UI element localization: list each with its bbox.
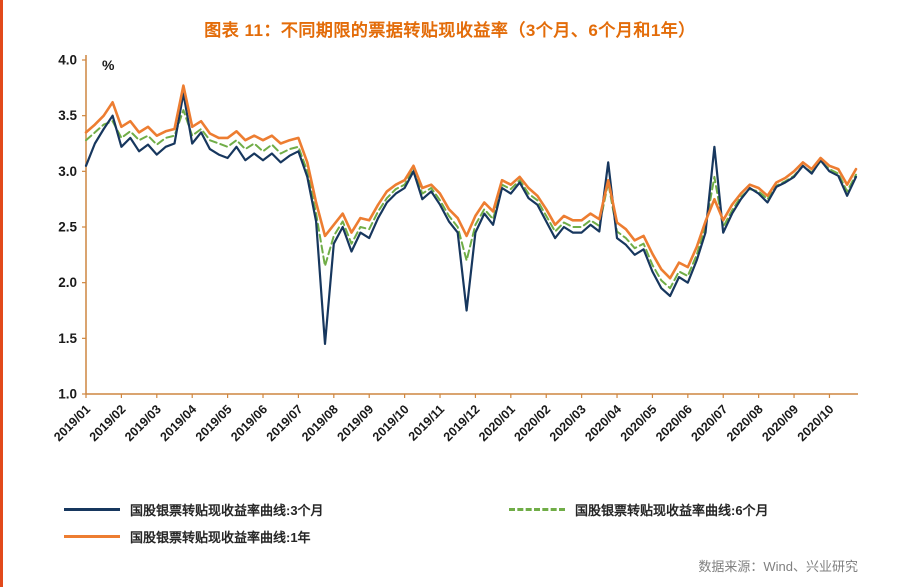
- legend-swatch-1y-line: [64, 535, 120, 538]
- svg-text:2020/07: 2020/07: [689, 402, 731, 444]
- svg-text:2019/09: 2019/09: [334, 402, 376, 444]
- svg-text:2020/04: 2020/04: [582, 402, 624, 444]
- legend-item-3m: 国股银票转贴现收益率曲线:3个月: [64, 500, 509, 519]
- legend-label-1y: 国股银票转贴现收益率曲线:1年: [130, 530, 311, 545]
- line-chart: 1.01.52.02.53.03.54.0 %2019/012019/022019…: [51, 53, 858, 444]
- svg-text:%: %: [102, 57, 115, 73]
- svg-text:2020/09: 2020/09: [759, 402, 801, 444]
- legend-item-6m: 国股银票转贴现收益率曲线:6个月: [509, 500, 900, 519]
- left-accent-bar: [0, 0, 3, 587]
- svg-text:2020/03: 2020/03: [547, 402, 589, 444]
- svg-text:2019/03: 2019/03: [122, 402, 164, 444]
- svg-text:2019/02: 2019/02: [87, 402, 129, 444]
- svg-text:2020/02: 2020/02: [511, 402, 553, 444]
- svg-text:2019/11: 2019/11: [406, 402, 447, 443]
- svg-text:2019/01: 2019/01: [51, 402, 93, 444]
- svg-text:2020/05: 2020/05: [618, 402, 660, 444]
- svg-text:2020/08: 2020/08: [724, 402, 766, 444]
- svg-text:4.0: 4.0: [58, 53, 77, 68]
- legend-item-1y: 国股银票转贴现收益率曲线:1年: [64, 527, 509, 546]
- svg-text:2.0: 2.0: [58, 275, 77, 290]
- svg-text:2.5: 2.5: [58, 220, 77, 235]
- svg-text:2019/05: 2019/05: [193, 402, 235, 444]
- svg-text:2019/07: 2019/07: [264, 402, 306, 444]
- chart-title: 图表 11：不同期限的票据转贴现收益率（3个月、6个月和1年）: [204, 21, 696, 40]
- legend-label-6m: 国股银票转贴现收益率曲线:6个月: [575, 503, 769, 518]
- svg-text:3.5: 3.5: [58, 108, 77, 123]
- svg-text:2019/06: 2019/06: [228, 402, 270, 444]
- legend-swatch-6m-dashed-line: [509, 508, 565, 511]
- legend: 国股银票转贴现收益率曲线:3个月 国股银票转贴现收益率曲线:6个月 国股银票转贴…: [0, 500, 900, 546]
- svg-text:2020/06: 2020/06: [653, 402, 695, 444]
- svg-text:2019/10: 2019/10: [370, 402, 412, 444]
- legend-swatch-3m-line: [64, 508, 120, 511]
- svg-text:1.0: 1.0: [58, 387, 77, 402]
- legend-label-3m: 国股银票转贴现收益率曲线:3个月: [130, 503, 324, 518]
- svg-text:1.5: 1.5: [58, 331, 77, 346]
- svg-text:2019/12: 2019/12: [441, 402, 483, 444]
- svg-text:2020/01: 2020/01: [476, 402, 518, 444]
- svg-text:2020/10: 2020/10: [795, 402, 837, 444]
- data-source: 数据来源：Wind、兴业研究: [698, 559, 858, 574]
- svg-text:3.0: 3.0: [58, 164, 77, 179]
- svg-text:2019/04: 2019/04: [157, 402, 199, 444]
- svg-text:2019/08: 2019/08: [299, 402, 341, 444]
